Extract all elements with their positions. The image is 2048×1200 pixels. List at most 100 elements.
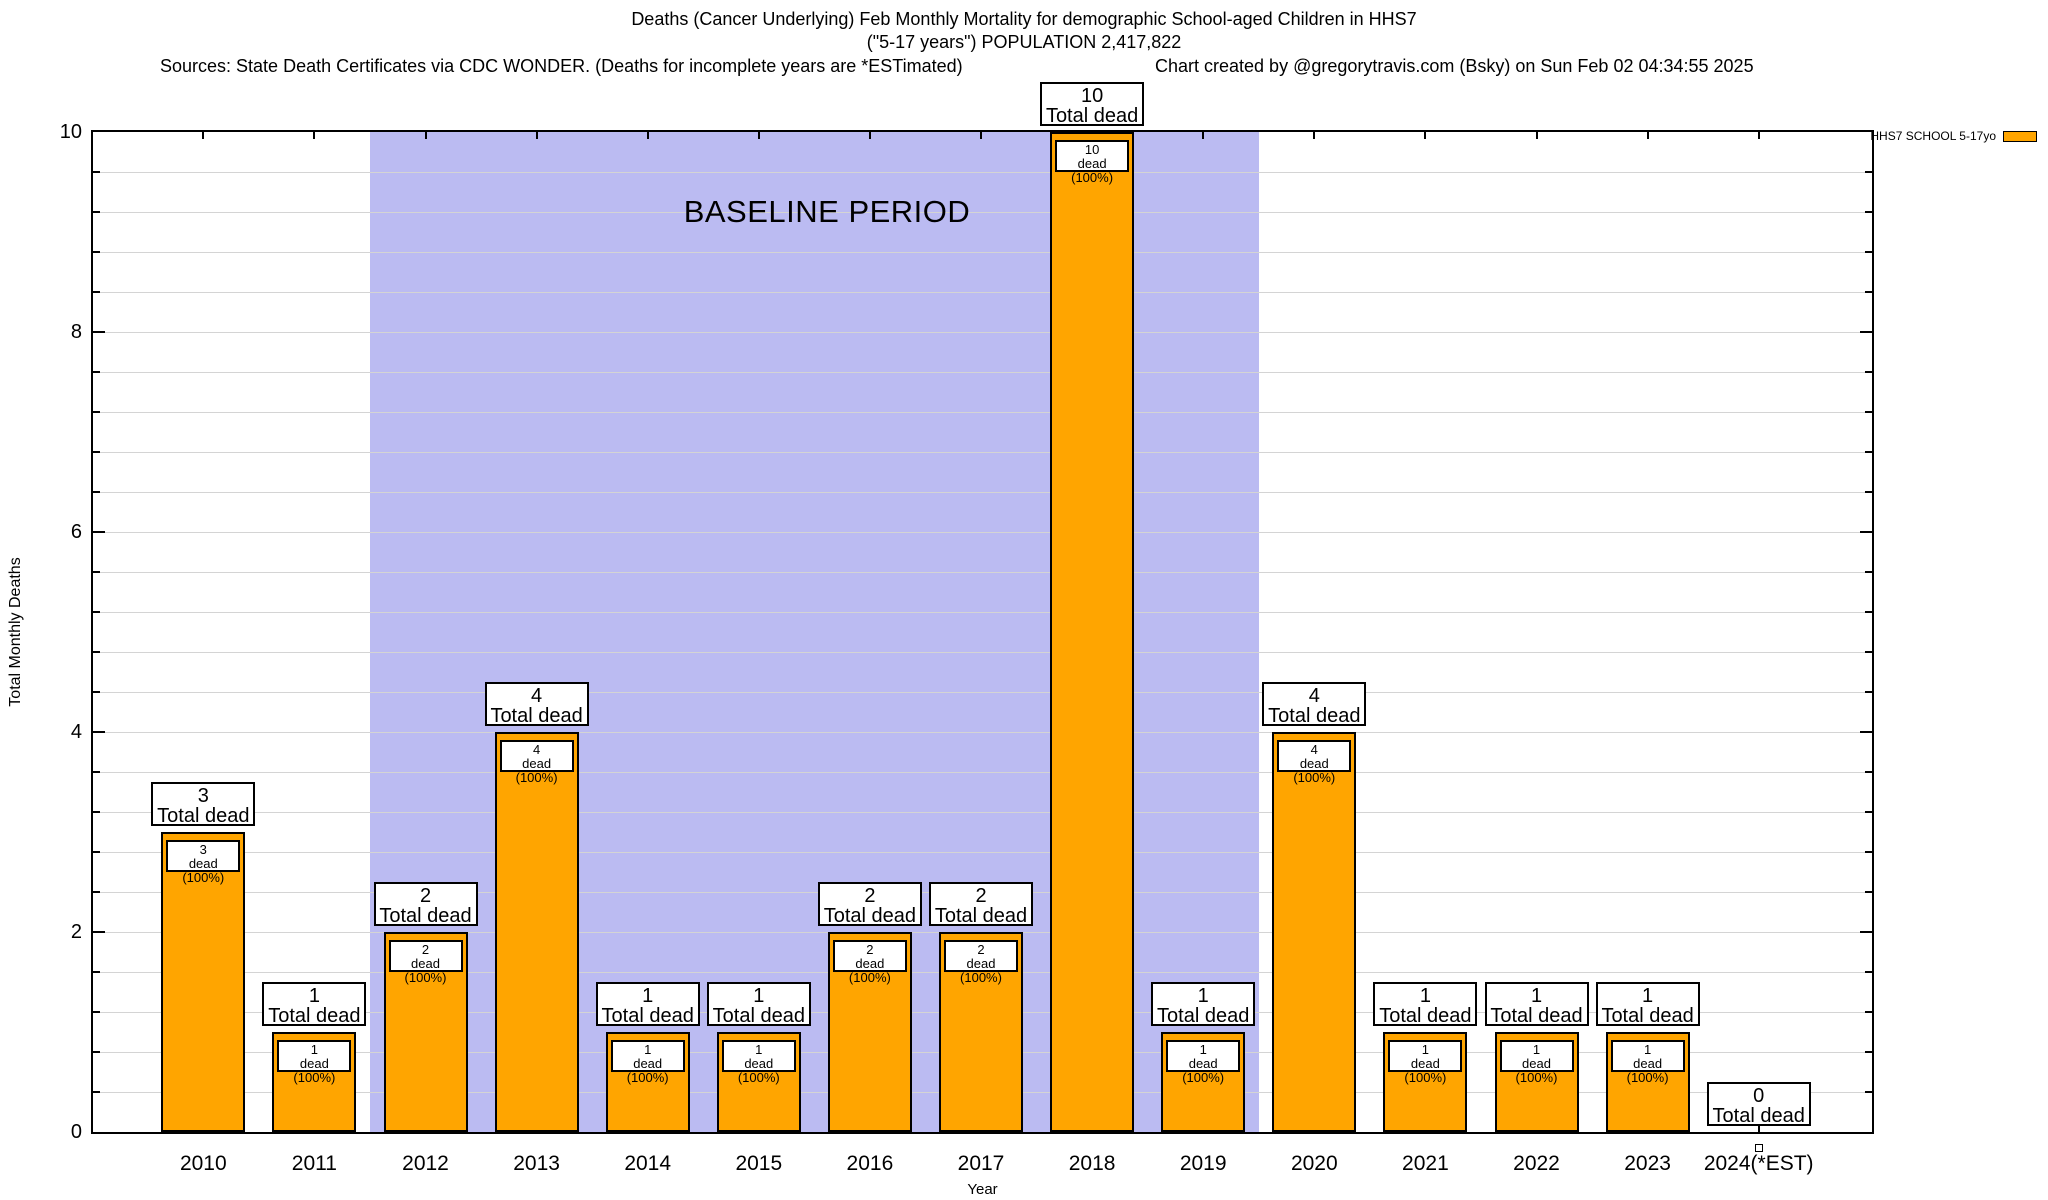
y-axis-tick xyxy=(93,371,100,373)
bar-total-value: 1 xyxy=(308,985,320,1007)
y-axis-tick xyxy=(93,531,105,533)
gridline xyxy=(93,571,1872,573)
bar-inner-caption: dead (100%) xyxy=(848,956,891,985)
y-axis-tick xyxy=(93,851,100,853)
bar-inner-value: 1 xyxy=(1532,1042,1541,1057)
y-axis-tick xyxy=(1865,891,1872,893)
bar-total-value: 4 xyxy=(1308,685,1320,707)
x-axis-tick xyxy=(535,132,538,139)
bar-total-value: 1 xyxy=(1530,985,1543,1007)
y-axis-tick xyxy=(1865,371,1872,373)
y-axis-tick xyxy=(93,651,100,653)
bar-inner-label-2017: 2 dead (100%) xyxy=(944,940,1018,985)
bar-inner-label-2016: 2 dead (100%) xyxy=(832,940,907,985)
zero-value-marker-2024(*EST) xyxy=(1754,1144,1763,1152)
bar-2017: 2 dead (100%) xyxy=(939,932,1023,1132)
bar-total-label-2023: 1 Total dead xyxy=(1595,982,1700,1027)
bar-inner-caption: dead (100%) xyxy=(1626,1056,1669,1085)
y-tick-label-0: 0 xyxy=(70,1121,82,1143)
bar-inner-value: 10 xyxy=(1084,142,1100,157)
x-tick-label-2022: 2022 xyxy=(1513,1152,1560,1175)
x-axis-tick xyxy=(1646,132,1649,139)
x-tick-label-2020: 2020 xyxy=(1290,1152,1338,1175)
bar-inner-label-2021: 1 dead (100%) xyxy=(1388,1040,1463,1085)
y-axis-tick xyxy=(1865,171,1872,173)
bar-inner-caption: dead (100%) xyxy=(1515,1056,1558,1085)
sources-note: Sources: State Death Certificates via CD… xyxy=(160,56,963,76)
y-axis-tick xyxy=(93,891,100,893)
x-axis-tick xyxy=(424,132,427,139)
y-axis-tick xyxy=(93,171,100,173)
gridline xyxy=(93,491,1872,493)
gridline xyxy=(93,331,1872,333)
y-axis-tick xyxy=(1865,691,1872,693)
y-axis-title: Total Monthly Deaths xyxy=(7,557,24,707)
bar-total-label-2010: 3 Total dead xyxy=(151,782,256,827)
bar-inner-value: 1 xyxy=(1643,1042,1652,1057)
bar-inner-label-2023: 1 dead (100%) xyxy=(1610,1040,1685,1085)
bar-total-label-2018: 10 Total dead xyxy=(1040,82,1145,126)
bar-total-value: 1 xyxy=(753,985,765,1007)
y-axis-tick xyxy=(93,811,100,813)
bar-inner-value: 1 xyxy=(1199,1042,1207,1057)
bar-2013: 4 dead (100%) xyxy=(494,732,579,1132)
gridline xyxy=(93,651,1872,653)
bar-inner-label-2020: 4 dead (100%) xyxy=(1277,740,1352,785)
bar-total-caption: Total dead xyxy=(157,805,250,827)
y-axis-tick xyxy=(93,1051,100,1053)
bar-total-label-2024(*EST): 0 Total dead xyxy=(1706,1082,1811,1126)
y-axis-tick xyxy=(93,971,100,973)
bar-total-caption: Total dead xyxy=(1601,1005,1694,1027)
x-axis-tick xyxy=(868,132,871,139)
bar-total-label-2011: 1 Total dead xyxy=(262,982,367,1027)
bar-inner-label-2015: 1 dead (100%) xyxy=(721,1040,796,1085)
bar-total-label-2014: 1 Total dead xyxy=(595,982,700,1026)
bar-total-value: 1 xyxy=(1419,985,1431,1007)
bar-inner-label-2012: 2 dead (100%) xyxy=(388,940,463,985)
bar-inner-caption: dead (100%) xyxy=(515,756,558,785)
bar-2012: 2 dead (100%) xyxy=(383,932,468,1132)
x-tick-label-2021: 2021 xyxy=(1402,1152,1449,1175)
bar-inner-label-2019: 1 dead (100%) xyxy=(1166,1040,1241,1085)
x-tick-label-2023: 2023 xyxy=(1624,1152,1671,1175)
bar-inner-value: 1 xyxy=(644,1042,652,1057)
y-tick-label-6: 6 xyxy=(70,521,82,543)
gridline xyxy=(93,851,1872,853)
bar-total-caption: Total dead xyxy=(268,1005,361,1027)
x-tick-label-2024(*EST): 2024(*EST) xyxy=(1703,1152,1814,1175)
gridline xyxy=(93,211,1872,213)
bar-inner-caption: dead (100%) xyxy=(293,1056,336,1085)
bar-total-caption: Total dead xyxy=(1157,1005,1250,1027)
y-axis-tick xyxy=(93,771,100,773)
y-axis-tick xyxy=(1865,1011,1872,1013)
bar-total-value: 1 xyxy=(1642,985,1654,1007)
x-axis-tick xyxy=(1202,132,1205,139)
bar-inner-caption: dead (100%) xyxy=(182,856,225,885)
y-axis-tick xyxy=(1860,531,1872,533)
y-axis-tick xyxy=(93,691,100,693)
legend-color-swatch-icon xyxy=(2003,130,2037,142)
y-axis-tick xyxy=(93,251,100,253)
y-axis-tick xyxy=(1865,491,1872,493)
bar-inner-caption: dead (100%) xyxy=(1071,156,1114,185)
gridline xyxy=(93,731,1872,733)
x-axis-tick xyxy=(980,132,982,139)
bar-total-caption: Total dead xyxy=(1379,1005,1472,1027)
y-axis-tick xyxy=(93,491,100,493)
gridline xyxy=(93,611,1872,613)
bar-total-label-2022: 1 Total dead xyxy=(1484,982,1589,1026)
bar-total-caption: Total dead xyxy=(934,905,1028,927)
y-axis-tick xyxy=(1865,1051,1872,1053)
x-axis-title: Year xyxy=(967,1181,998,1198)
y-axis-tick xyxy=(93,211,100,213)
y-tick-label-4: 4 xyxy=(70,721,82,743)
bar-total-value: 2 xyxy=(975,885,987,907)
bar-total-value: 1 xyxy=(642,985,654,1007)
bar-inner-caption: dead (100%) xyxy=(404,956,447,985)
credit-note: Chart created by @gregorytravis.com (Bsk… xyxy=(1155,56,1754,76)
x-axis-tick xyxy=(313,132,316,139)
bar-inner-label-2022: 1 dead (100%) xyxy=(1499,1040,1574,1085)
bar-total-value: 4 xyxy=(531,685,543,707)
x-tick-label-2012: 2012 xyxy=(402,1152,449,1175)
bar-2011: 1 dead (100%) xyxy=(272,1032,357,1132)
